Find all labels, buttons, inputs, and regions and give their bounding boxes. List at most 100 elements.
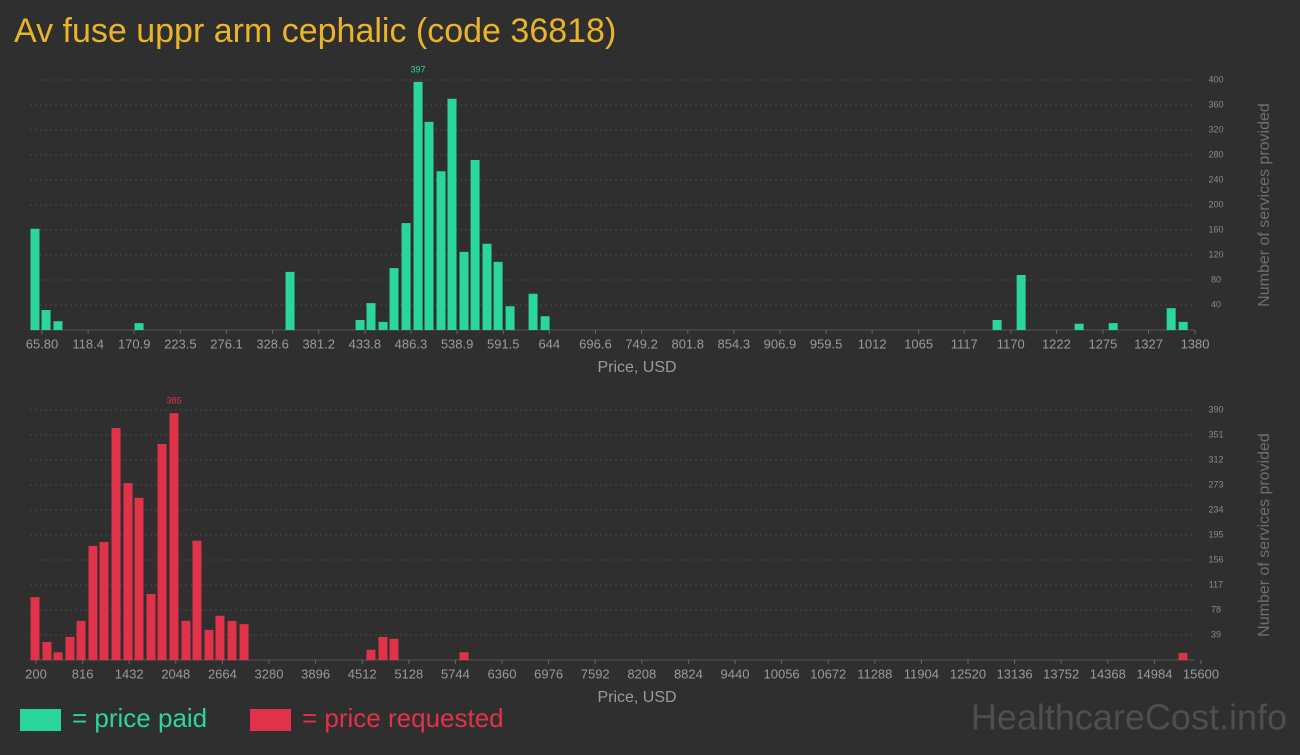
bar bbox=[65, 636, 75, 660]
x-tick-label: 1012 bbox=[858, 336, 887, 351]
bar bbox=[215, 615, 225, 660]
y-tick-label: 280 bbox=[1208, 149, 1223, 159]
y-tick-label: 40 bbox=[1211, 299, 1221, 309]
x-tick-label: 1432 bbox=[115, 666, 144, 681]
bar bbox=[192, 540, 202, 660]
bar bbox=[505, 306, 515, 330]
x-tick-label: 1222 bbox=[1042, 336, 1071, 351]
bar bbox=[424, 121, 434, 330]
x-tick-label: 6976 bbox=[534, 666, 563, 681]
bar bbox=[401, 223, 411, 330]
x-tick-label: 2048 bbox=[161, 666, 190, 681]
x-tick-label: 854.3 bbox=[718, 336, 751, 351]
x-tick-label: 644 bbox=[538, 336, 560, 351]
bar bbox=[378, 636, 388, 660]
bar bbox=[1074, 323, 1084, 330]
bar bbox=[111, 427, 121, 660]
y-tick-label: 80 bbox=[1211, 274, 1221, 284]
y-tick-label: 195 bbox=[1208, 529, 1223, 539]
bar bbox=[470, 160, 480, 330]
x-tick-label: 118.4 bbox=[72, 336, 104, 351]
y-tick-label: 200 bbox=[1208, 199, 1223, 209]
x-tick-label: 276.1 bbox=[210, 336, 243, 351]
y-tick-label: 234 bbox=[1208, 504, 1223, 514]
x-tick-label: 10672 bbox=[810, 666, 846, 681]
bar bbox=[134, 323, 144, 330]
data-label: 397 bbox=[411, 64, 426, 74]
bar bbox=[30, 597, 40, 660]
x-tick-label: 1117 bbox=[951, 336, 978, 351]
bar bbox=[413, 81, 423, 330]
y-tick-label: 117 bbox=[1209, 579, 1223, 589]
x-tick-label: 328.6 bbox=[256, 336, 289, 351]
x-tick-label: 10056 bbox=[764, 666, 800, 681]
x-tick-label: 959.5 bbox=[810, 336, 843, 351]
bar bbox=[1016, 275, 1026, 330]
x-tick-label: 5744 bbox=[441, 666, 470, 681]
bar bbox=[204, 629, 214, 660]
x-tick-label: 13752 bbox=[1043, 666, 1079, 681]
bar bbox=[41, 310, 51, 330]
x-tick-label: 3896 bbox=[301, 666, 330, 681]
y-tick-label: 120 bbox=[1208, 249, 1223, 259]
y-axis-label: Number of services provided bbox=[1256, 433, 1273, 637]
x-tick-label: 816 bbox=[72, 666, 94, 681]
bar bbox=[482, 243, 492, 330]
x-tick-label: 14368 bbox=[1090, 666, 1126, 681]
x-tick-label: 538.9 bbox=[441, 336, 474, 351]
bar bbox=[436, 171, 446, 330]
bar bbox=[53, 321, 63, 330]
y-tick-label: 156 bbox=[1208, 554, 1223, 564]
x-tick-label: 7592 bbox=[581, 666, 610, 681]
x-axis-label: Price, USD bbox=[597, 689, 676, 706]
y-tick-label: 78 bbox=[1211, 604, 1221, 614]
y-tick-label: 312 bbox=[1208, 454, 1223, 464]
x-tick-label: 15600 bbox=[1183, 666, 1219, 681]
data-label: 385 bbox=[166, 396, 181, 406]
bar bbox=[169, 413, 179, 660]
y-tick-label: 320 bbox=[1208, 124, 1223, 134]
bar bbox=[76, 620, 86, 660]
y-tick-label: 160 bbox=[1208, 224, 1223, 234]
bar bbox=[285, 271, 295, 330]
bar bbox=[42, 642, 52, 660]
y-tick-label: 400 bbox=[1208, 74, 1223, 84]
x-tick-label: 14984 bbox=[1136, 666, 1172, 681]
bar bbox=[540, 316, 550, 330]
y-tick-label: 39 bbox=[1211, 629, 1221, 639]
x-tick-label: 170.9 bbox=[118, 336, 151, 351]
bar bbox=[88, 545, 98, 660]
x-tick-label: 906.9 bbox=[764, 336, 797, 351]
x-tick-label: 749.2 bbox=[625, 336, 658, 351]
x-tick-label: 381.2 bbox=[302, 336, 335, 351]
y-axis-label: Number of services provided bbox=[1256, 103, 1273, 307]
bar bbox=[355, 320, 365, 330]
bar bbox=[1178, 321, 1188, 330]
x-tick-label: 8824 bbox=[674, 666, 703, 681]
x-tick-label: 486.3 bbox=[395, 336, 428, 351]
bar bbox=[389, 268, 399, 330]
bar bbox=[459, 251, 469, 330]
x-tick-label: 591.5 bbox=[487, 336, 520, 351]
bar bbox=[366, 303, 376, 330]
x-tick-label: 1275 bbox=[1088, 336, 1117, 351]
x-tick-label: 65.80 bbox=[26, 336, 59, 351]
x-tick-label: 13136 bbox=[997, 666, 1033, 681]
bar bbox=[53, 652, 63, 660]
bar bbox=[378, 321, 388, 330]
x-tick-label: 1065 bbox=[904, 336, 933, 351]
bar bbox=[1108, 323, 1118, 330]
x-tick-label: 696.6 bbox=[579, 336, 612, 351]
watermark: HealthcareCost.info bbox=[971, 697, 1287, 738]
x-axis-label: Price, USD bbox=[597, 359, 676, 376]
x-tick-label: 1380 bbox=[1181, 336, 1210, 351]
x-tick-label: 4512 bbox=[348, 666, 377, 681]
x-tick-label: 1327 bbox=[1134, 336, 1163, 351]
bar bbox=[528, 293, 538, 330]
bar bbox=[99, 542, 109, 660]
bar bbox=[157, 443, 167, 660]
y-tick-label: 273 bbox=[1208, 479, 1223, 489]
legend-swatch bbox=[250, 709, 291, 731]
